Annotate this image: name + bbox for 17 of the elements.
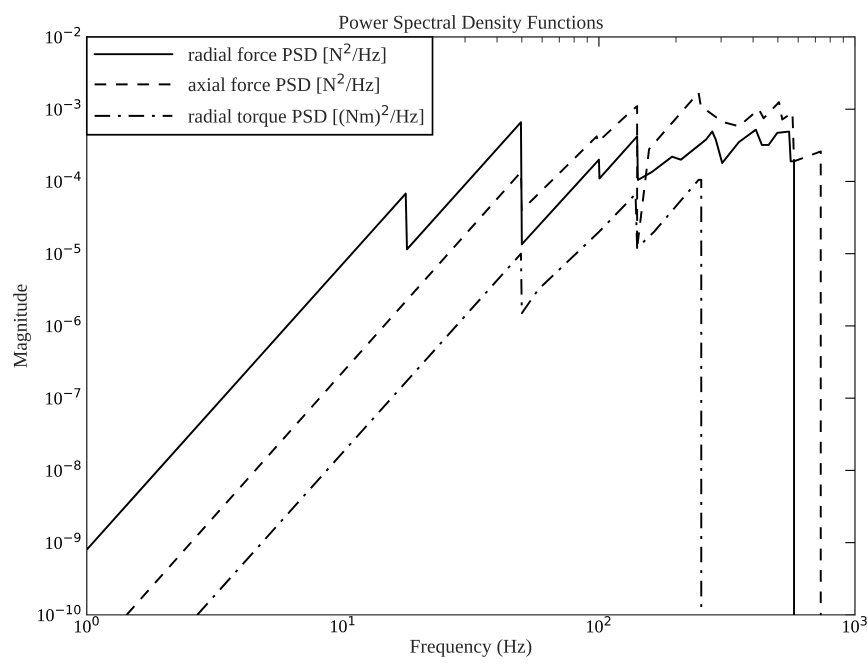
chart-title: Power Spectral Density Functions (338, 15, 603, 33)
y-tick-label: 10$^{−9}$ (46, 532, 81, 550)
y-tick-label: 10$^{−4}$ (46, 171, 81, 188)
legend-label: radial force PSD [N$^{2}$/Hz] (188, 43, 386, 64)
x-tick-label: 10$^{2}$ (587, 616, 610, 633)
x-tick-label: 10$^{3}$ (843, 616, 867, 633)
legend-label: radial torque PSD [(Nm)$^{2}$/Hz] (188, 105, 424, 127)
y-tick-label: 10$^{−6}$ (46, 316, 81, 332)
y-tick-label: 10$^{−7}$ (46, 388, 80, 405)
x-axis-title: Frequency (Hz) (410, 639, 532, 657)
y-tick-label: 10$^{−2}$ (46, 26, 80, 44)
legend-label: axial force PSD [N$^{2}$/Hz] (188, 73, 379, 94)
y-tick-label: 10$^{−8}$ (46, 460, 81, 477)
y-tick-label: 10$^{−3}$ (46, 99, 80, 116)
y-axis-title: Magnitude (13, 284, 31, 368)
x-tick-label: 10$^{1}$ (330, 616, 355, 632)
y-tick-label: 10$^{−5}$ (46, 244, 80, 260)
